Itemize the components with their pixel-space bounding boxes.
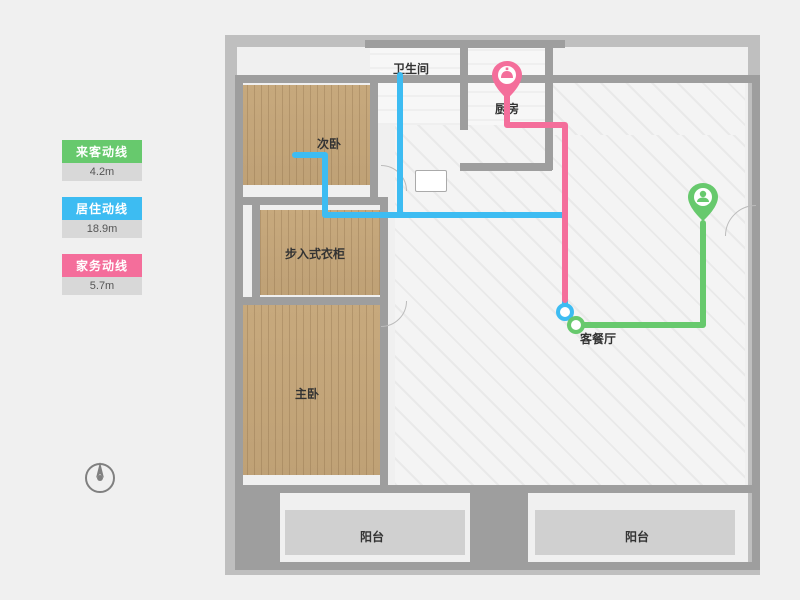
wall-seg xyxy=(470,493,528,570)
pin-guest-icon xyxy=(688,183,718,221)
legend-item-chores: 家务动线 5.7m xyxy=(62,254,142,295)
room-living-dining-nook xyxy=(550,75,745,135)
wall-seg xyxy=(370,75,378,205)
label-balcony-1: 阳台 xyxy=(360,528,384,545)
wall-seg xyxy=(235,197,385,205)
stage: 来客动线 4.2m 居住动线 18.9m 家务动线 5.7m xyxy=(0,0,800,600)
wall-seg xyxy=(252,205,260,300)
legend-value: 5.7m xyxy=(62,277,142,295)
wall-seg xyxy=(235,485,760,493)
legend-item-guest: 来客动线 4.2m xyxy=(62,140,142,181)
label-bathroom: 卫生间 xyxy=(393,60,429,77)
label-walk-in-closet: 步入式衣柜 xyxy=(285,245,345,262)
room-bathroom xyxy=(370,45,465,125)
floor-plan: 卫生间 厨房 次卧 步入式衣柜 主卧 客餐厅 阳台 阳台 xyxy=(205,15,775,585)
compass-icon xyxy=(82,460,118,496)
legend-item-living: 居住动线 18.9m xyxy=(62,197,142,238)
label-living-dining: 客餐厅 xyxy=(580,330,616,347)
legend-label: 家务动线 xyxy=(62,254,142,277)
wall-seg xyxy=(545,40,553,170)
legend-value: 18.9m xyxy=(62,220,142,238)
wall-seg xyxy=(380,197,388,487)
dot-guest-icon xyxy=(567,316,585,334)
legend-label: 居住动线 xyxy=(62,197,142,220)
label-bedroom-2: 次卧 xyxy=(317,135,341,152)
room-bedroom-2 xyxy=(240,85,370,185)
pin-chores-icon xyxy=(492,61,522,99)
legend-label: 来客动线 xyxy=(62,140,142,163)
wall-seg xyxy=(460,163,552,171)
wall-seg xyxy=(365,40,565,48)
wall-seg xyxy=(752,75,760,570)
fixture-sink xyxy=(415,170,447,192)
wall-seg xyxy=(235,493,280,570)
wall-seg xyxy=(460,40,468,130)
label-balcony-2: 阳台 xyxy=(625,528,649,545)
legend: 来客动线 4.2m 居住动线 18.9m 家务动线 5.7m xyxy=(62,140,142,311)
label-master-bedroom: 主卧 xyxy=(295,385,319,402)
label-kitchen: 厨房 xyxy=(495,100,519,117)
legend-value: 4.2m xyxy=(62,163,142,181)
